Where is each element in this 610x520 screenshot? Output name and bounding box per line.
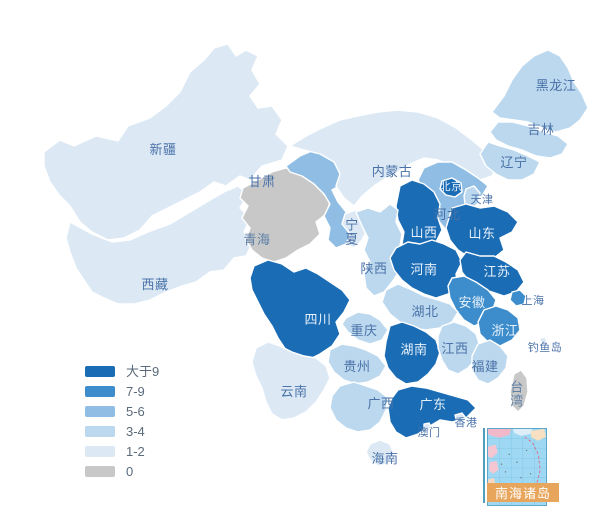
province-hunan[interactable]	[383, 321, 441, 385]
legend-item[interactable]: 5-6	[85, 402, 159, 420]
province-sichuan[interactable]	[249, 259, 351, 361]
legend-label: 5-6	[126, 403, 145, 419]
province-fujian[interactable]	[471, 339, 509, 385]
legend-label: 0	[126, 463, 134, 479]
province-macau[interactable]	[423, 422, 432, 432]
legend-item[interactable]: 7-9	[85, 382, 159, 400]
province-taiwan[interactable]	[509, 369, 529, 413]
legend-label: 7-9	[126, 383, 145, 399]
legend: 大于9 7-9 5-6 3-4 1-2 0	[85, 362, 159, 482]
legend-swatch	[85, 465, 115, 477]
province-heilongjiang[interactable]	[491, 49, 589, 133]
province-xizang[interactable]	[65, 185, 253, 305]
province-hongkong[interactable]	[454, 412, 467, 424]
province-shapes	[43, 43, 589, 467]
legend-label: 大于9	[126, 363, 160, 379]
legend-label: 1-2	[126, 443, 145, 459]
province-shaanxi[interactable]	[355, 203, 407, 297]
inset-label-bar: 南海诸岛	[487, 483, 559, 502]
legend-swatch	[85, 425, 115, 437]
province-jiangxi[interactable]	[437, 321, 481, 375]
legend-swatch	[85, 445, 115, 457]
province-shanghai[interactable]	[509, 289, 527, 307]
province-guizhou[interactable]	[327, 343, 387, 385]
province-shandong[interactable]	[445, 203, 519, 263]
province-chongqing[interactable]	[341, 311, 389, 345]
province-hainan[interactable]	[365, 439, 395, 467]
legend-label: 3-4	[126, 423, 145, 439]
inset-label-text: 南海诸岛	[494, 486, 551, 501]
legend-item[interactable]: 0	[85, 462, 159, 480]
province-yunnan[interactable]	[251, 341, 331, 421]
legend-item[interactable]: 3-4	[85, 422, 159, 440]
province-diaoyudao[interactable]	[539, 336, 548, 345]
province-guangxi[interactable]	[329, 381, 389, 433]
province-guangdong[interactable]	[387, 385, 477, 439]
province-xinjiang[interactable]	[43, 43, 289, 241]
province-jilin[interactable]	[489, 121, 569, 159]
province-liaoning[interactable]	[479, 141, 541, 181]
legend-swatch	[85, 365, 115, 377]
legend-item[interactable]: 大于9	[85, 362, 159, 380]
province-beijing[interactable]	[439, 177, 463, 198]
legend-item[interactable]: 1-2	[85, 442, 159, 460]
inset-bracket	[483, 428, 489, 503]
legend-swatch	[85, 385, 115, 397]
province-zhejiang[interactable]	[477, 305, 521, 347]
legend-swatch	[85, 405, 115, 417]
